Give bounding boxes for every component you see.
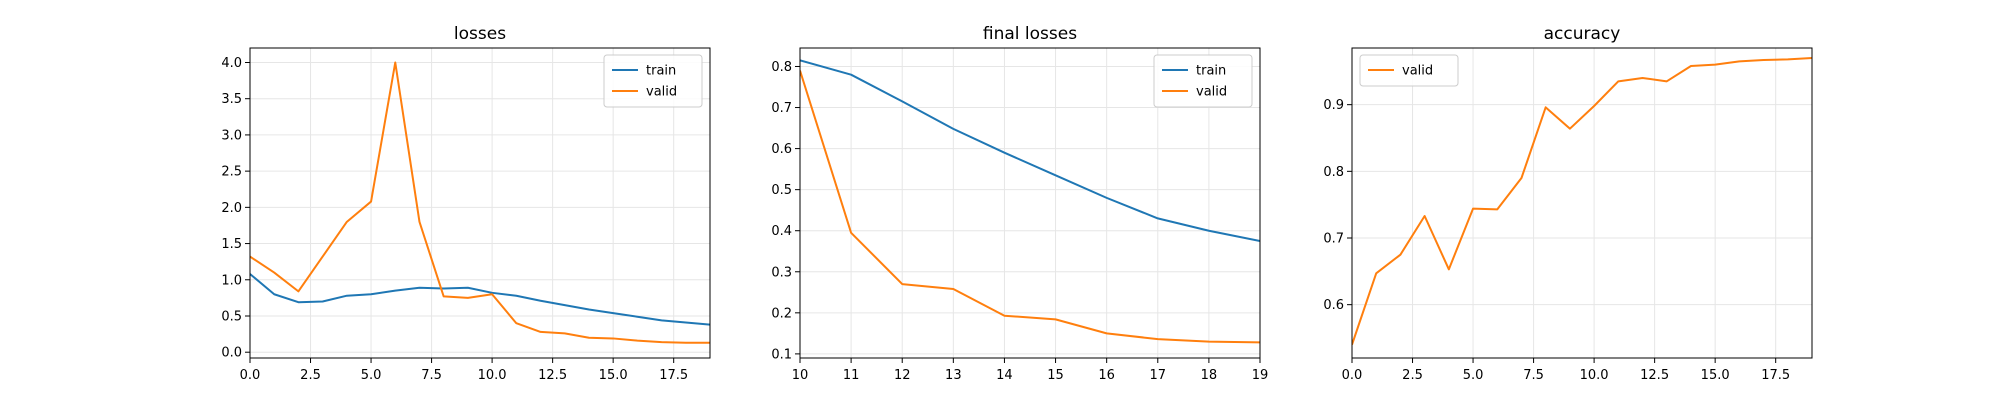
- legend-label-train: train: [646, 64, 676, 79]
- chart-title: final losses: [983, 24, 1077, 44]
- chart-panel-1: 0.0 2.5 5.0 7.5 10.0 12.5 15.0 17.5 0.0 0.5 1.0 1.5…: [221, 24, 711, 383]
- y-tick-label: 2.5: [221, 165, 242, 180]
- x-tick-label: 16: [1098, 368, 1115, 383]
- chart-title: accuracy: [1544, 24, 1621, 44]
- y-tick-label: 0.6: [771, 142, 792, 157]
- x-tick-label: 12: [894, 368, 911, 383]
- x-tick-label: 15.0: [599, 368, 628, 383]
- legend-label-valid: valid: [1402, 64, 1433, 79]
- x-tick-label: 7.5: [1523, 368, 1544, 383]
- x-tick-label: 7.5: [421, 368, 442, 383]
- legend: train valid: [603, 54, 703, 108]
- axes-frame: [799, 47, 1261, 359]
- legend-label-train: train: [1196, 64, 1226, 79]
- y-tick-label: 0.2: [771, 306, 792, 321]
- y-tick-label: 0.8: [771, 60, 792, 75]
- y-tick-label: 0.9: [1323, 98, 1344, 113]
- x-tick-label: 19: [1252, 368, 1269, 383]
- axes-frame: [1351, 47, 1813, 359]
- x-tick-label: 0.0: [240, 368, 261, 383]
- chart-title: losses: [454, 24, 506, 44]
- legend-box: [1359, 54, 1459, 87]
- x-tick-label: 15.0: [1701, 368, 1730, 383]
- axes-frame: [249, 47, 711, 359]
- series-line-train: [800, 59, 1260, 242]
- y-tick-label: 0.5: [221, 309, 242, 324]
- x-tick-label: 10.0: [478, 368, 507, 383]
- y-tick-label: 0.4: [771, 224, 792, 239]
- x-tick-label: 5.0: [1463, 368, 1484, 383]
- y-tick-label: 3.0: [221, 128, 242, 143]
- y-tick-label: 0.8: [1323, 165, 1344, 180]
- x-tick-label: 14: [996, 368, 1013, 383]
- x-tick-label: 11: [843, 368, 860, 383]
- x-tick-label: 5.0: [361, 368, 382, 383]
- series-line-train: [250, 273, 710, 326]
- legend-box: [603, 54, 703, 108]
- x-tick-label: 17.5: [1761, 368, 1790, 383]
- x-tick-label: 12.5: [1640, 368, 1669, 383]
- y-tick-label: 0.3: [771, 265, 792, 280]
- y-tick-label: 3.5: [221, 92, 242, 107]
- plot-area: [1352, 48, 1812, 358]
- y-tick-label: 0.0: [221, 346, 242, 361]
- x-tick-label: 18: [1201, 368, 1218, 383]
- y-tick-label: 1.5: [221, 237, 242, 252]
- legend-label-valid: valid: [646, 85, 677, 100]
- y-tick-label: 2.0: [221, 201, 242, 216]
- x-tick-label: 2.5: [300, 368, 321, 383]
- y-tick-label: 4.0: [221, 56, 242, 71]
- x-tick-label: 17.5: [659, 368, 688, 383]
- x-tick-label: 12.5: [538, 368, 567, 383]
- legend: train valid: [1153, 54, 1253, 108]
- x-tick-label: 10: [792, 368, 809, 383]
- x-tick-label: 17: [1150, 368, 1167, 383]
- legend-box: [1153, 54, 1253, 108]
- series-line-valid: [800, 70, 1260, 344]
- series-line-valid: [250, 61, 710, 344]
- chart-panel-3: 0.0 2.5 5.0 7.5 10.0 12.5 15.0 17.5 0.6 0.7 0.8 0.9…: [1323, 24, 1813, 383]
- x-tick-label: 10.0: [1580, 368, 1609, 383]
- x-tick-label: 13: [945, 368, 962, 383]
- y-tick-label: 1.0: [221, 273, 242, 288]
- chart-panel-2: 10 11 12 13 14 15 16 17 18 19 0.1 0.2 0.3 0.4 0.5 0.6 0.…: [771, 24, 1268, 383]
- x-tick-label: 2.5: [1402, 368, 1423, 383]
- y-tick-label: 0.7: [771, 101, 792, 116]
- x-tick-label: 0.0: [1342, 368, 1363, 383]
- y-tick-label: 0.6: [1323, 298, 1344, 313]
- legend-label-valid: valid: [1196, 85, 1227, 100]
- y-tick-label: 0.7: [1323, 232, 1344, 247]
- x-tick-label: 15: [1047, 368, 1064, 383]
- legend: valid: [1359, 54, 1459, 87]
- series-line-valid: [1352, 57, 1812, 345]
- y-tick-label: 0.5: [771, 183, 792, 198]
- y-tick-label: 0.1: [771, 347, 792, 362]
